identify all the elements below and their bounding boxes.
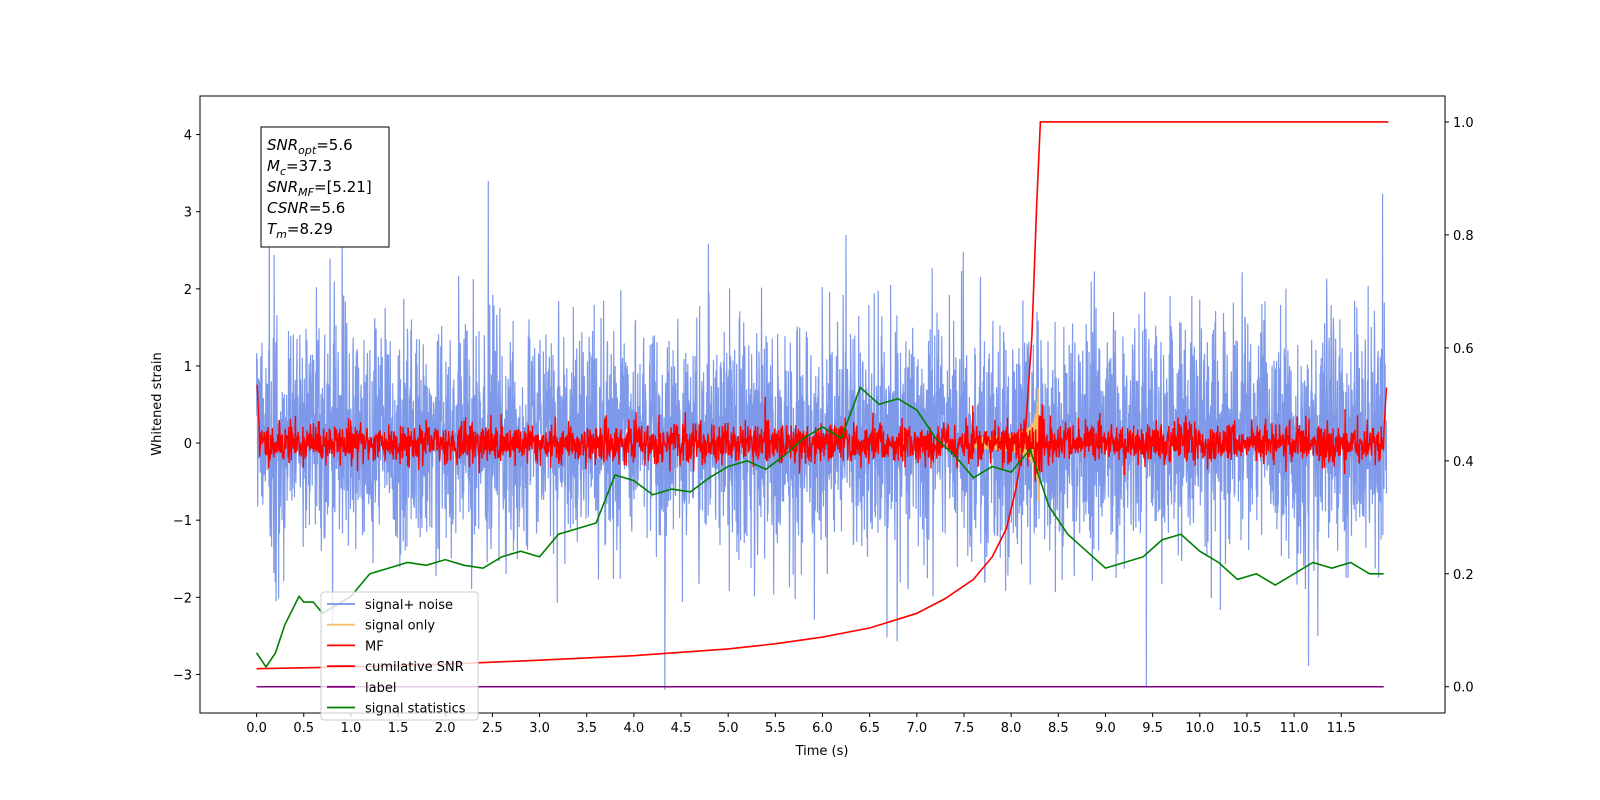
series-signal-statistics: [255, 386, 1384, 669]
y-tick-label: 0: [184, 437, 192, 452]
y2-tick-label: 1.0: [1453, 116, 1474, 131]
x-tick-label: 9.0: [1095, 721, 1116, 736]
x-tick-label: 6.5: [859, 721, 880, 736]
x-tick-label: 10.5: [1232, 721, 1261, 736]
x-tick-label: 5.0: [718, 721, 739, 736]
series-mf: [256, 384, 1388, 482]
x-tick-label: 11.0: [1280, 721, 1309, 736]
annotation-line: SNRMF=[5.21]: [267, 178, 372, 199]
x-tick-label: 7.0: [906, 721, 927, 736]
y-tick-label: 3: [184, 206, 192, 221]
y2-tick-label: 0.2: [1453, 568, 1474, 583]
legend-entry: cumilative SNR: [365, 660, 464, 675]
x-tick-label: 10.0: [1185, 721, 1214, 736]
x-tick-label: 1.5: [388, 721, 409, 736]
x-tick-label: 8.0: [1001, 721, 1022, 736]
y-tick-label: −1: [173, 514, 192, 529]
y2-tick-label: 0.8: [1453, 229, 1474, 244]
x-axis-label: Time (s): [795, 744, 849, 759]
legend-entry: signal only: [365, 619, 435, 634]
annotation-line: CSNR=5.6: [267, 199, 345, 217]
legend-entry: MF: [365, 639, 384, 654]
legend: signal+ noise signal only MF cumilative SNR…: [320, 591, 479, 721]
y2-tick-label: 0.4: [1453, 455, 1474, 470]
x-tick-label: 2.0: [435, 721, 456, 736]
y-tick-label: 4: [184, 129, 192, 144]
x-tick-label: 9.5: [1142, 721, 1163, 736]
annotation-line: Tm=8.29: [267, 220, 333, 241]
y-tick-label: −2: [173, 591, 192, 606]
y2-tick-label: 0.0: [1453, 681, 1474, 696]
y-axis-left: −3 −2 −1 0 1 2 3 4: [173, 129, 200, 683]
annotation-line: Mc=37.3: [267, 157, 332, 178]
series-cumulative-snr: [256, 121, 1389, 670]
x-tick-label: 0.0: [246, 721, 267, 736]
x-tick-label: 1.0: [341, 721, 362, 736]
y-axis-right: 0.0 0.2 0.4 0.6 0.8 1.0: [1445, 116, 1474, 696]
x-tick-label: 3.0: [529, 721, 550, 736]
legend-entry: signal+ noise: [365, 598, 453, 613]
annotation-frame: [260, 126, 390, 248]
x-tick-label: 7.5: [954, 721, 975, 736]
y-axis-label: Whitened strain: [150, 352, 165, 455]
y-tick-label: 1: [184, 360, 192, 375]
series-signal-noise: [255, 180, 1388, 690]
y2-tick-label: 0.6: [1453, 342, 1474, 357]
x-tick-label: 2.5: [482, 721, 503, 736]
legend-entry: signal statistics: [365, 702, 466, 717]
x-axis: 0.0 0.5 1.0 1.5 2.0 2.5 3.0 3.5 4.0 4.5 5.0 5.5 6.0 6…: [246, 713, 1356, 736]
y-tick-label: 2: [184, 283, 192, 298]
x-tick-label: 3.5: [576, 721, 597, 736]
x-tick-label: 11.5: [1327, 721, 1356, 736]
x-tick-label: 0.5: [293, 721, 314, 736]
legend-frame: [320, 591, 479, 721]
legend-entry: label: [365, 681, 396, 696]
annotation-line: SNRopt=5.6: [267, 136, 353, 157]
x-tick-label: 4.5: [671, 721, 692, 736]
x-tick-label: 4.0: [624, 721, 645, 736]
x-tick-label: 6.0: [812, 721, 833, 736]
x-tick-label: 8.5: [1048, 721, 1069, 736]
x-tick-label: 5.5: [765, 721, 786, 736]
y-tick-label: −3: [173, 668, 192, 683]
